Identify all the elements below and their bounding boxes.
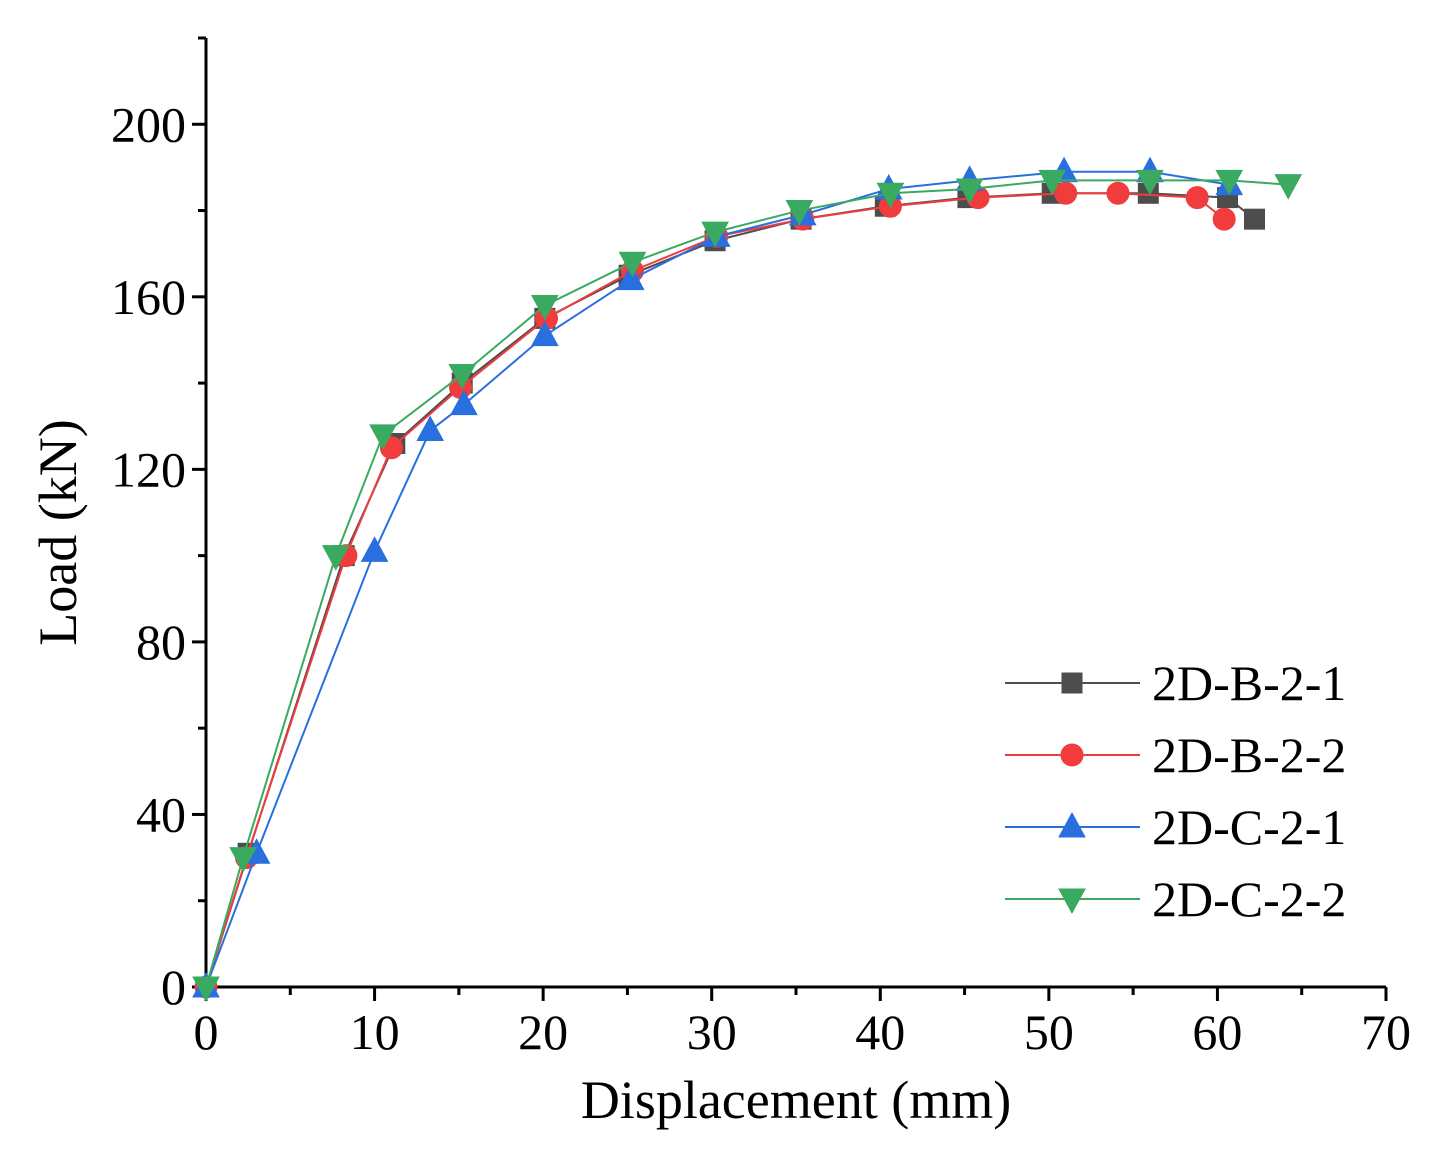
data-point xyxy=(360,536,389,562)
y-tick-label: 0 xyxy=(161,959,186,1015)
legend: 2D-B-2-1 2D-B-2-2 2D-C-2-1 2D-C-2-2 xyxy=(1005,655,1346,927)
y-tick-label: 80 xyxy=(136,614,186,670)
series-layer xyxy=(192,156,1303,1003)
data-point xyxy=(1136,169,1164,196)
axes: 0 10 20 30 40 50 60 70 0 40 80 120 160 200 xyxy=(111,36,1411,1060)
legend-item: 2D-C-2-1 xyxy=(1005,799,1346,855)
legend-marker xyxy=(1060,743,1084,767)
data-point xyxy=(1215,169,1244,196)
data-point xyxy=(1244,208,1266,230)
x-tick-label: 20 xyxy=(518,1004,568,1060)
x-tick-label: 0 xyxy=(194,1004,219,1060)
y-axis-title: Load (kN) xyxy=(28,419,88,645)
legend-label: 2D-B-2-1 xyxy=(1152,655,1346,711)
series-2D-B-2-2 xyxy=(194,181,1236,999)
data-point xyxy=(1038,169,1067,196)
series-2D-B-2-1 xyxy=(195,182,1266,998)
data-point xyxy=(229,847,257,873)
series-2D-C-2-1 xyxy=(192,156,1244,998)
series-line xyxy=(205,170,1230,988)
x-tick-label: 40 xyxy=(855,1004,905,1060)
data-point xyxy=(530,294,559,321)
y-tick-label: 200 xyxy=(111,96,186,152)
y-tick-label: 160 xyxy=(111,269,186,325)
legend-marker xyxy=(1058,888,1086,915)
legend-label: 2D-B-2-2 xyxy=(1152,727,1346,783)
data-point xyxy=(1212,207,1236,231)
data-point xyxy=(448,363,477,390)
data-point xyxy=(450,389,478,416)
series-line xyxy=(205,192,1256,988)
legend-item: 2D-C-2-2 xyxy=(1005,871,1346,927)
legend-marker xyxy=(1061,672,1083,694)
x-tick-label: 10 xyxy=(350,1004,400,1060)
data-point xyxy=(785,200,814,226)
x-tick-label: 50 xyxy=(1024,1004,1074,1060)
data-point xyxy=(416,415,445,442)
legend-item: 2D-B-2-1 xyxy=(1005,655,1346,711)
data-point xyxy=(1274,174,1303,200)
legend-label: 2D-C-2-1 xyxy=(1152,799,1346,855)
data-point xyxy=(701,221,729,248)
series-2D-C-2-2 xyxy=(192,169,1303,1003)
data-point xyxy=(876,182,905,209)
data-point xyxy=(192,976,220,1003)
data-point xyxy=(530,320,559,347)
data-point xyxy=(1106,181,1130,205)
legend-label: 2D-C-2-2 xyxy=(1152,871,1346,927)
series-line xyxy=(205,179,1289,988)
data-point xyxy=(1185,186,1209,210)
legend-marker xyxy=(1058,811,1086,838)
legend-item: 2D-B-2-2 xyxy=(1005,727,1346,783)
data-point xyxy=(321,545,350,571)
data-point xyxy=(618,251,647,278)
x-tick-label: 60 xyxy=(1192,1004,1242,1060)
x-tick-label: 70 xyxy=(1361,1004,1411,1060)
data-point xyxy=(1054,181,1078,205)
data-point xyxy=(955,178,984,205)
data-point xyxy=(369,424,397,450)
data-point xyxy=(616,264,645,291)
x-tick-label: 30 xyxy=(687,1004,737,1060)
x-axis-title: Displacement (mm) xyxy=(581,1070,1011,1130)
y-tick-label: 40 xyxy=(136,786,186,842)
y-tick-label: 120 xyxy=(111,441,186,497)
